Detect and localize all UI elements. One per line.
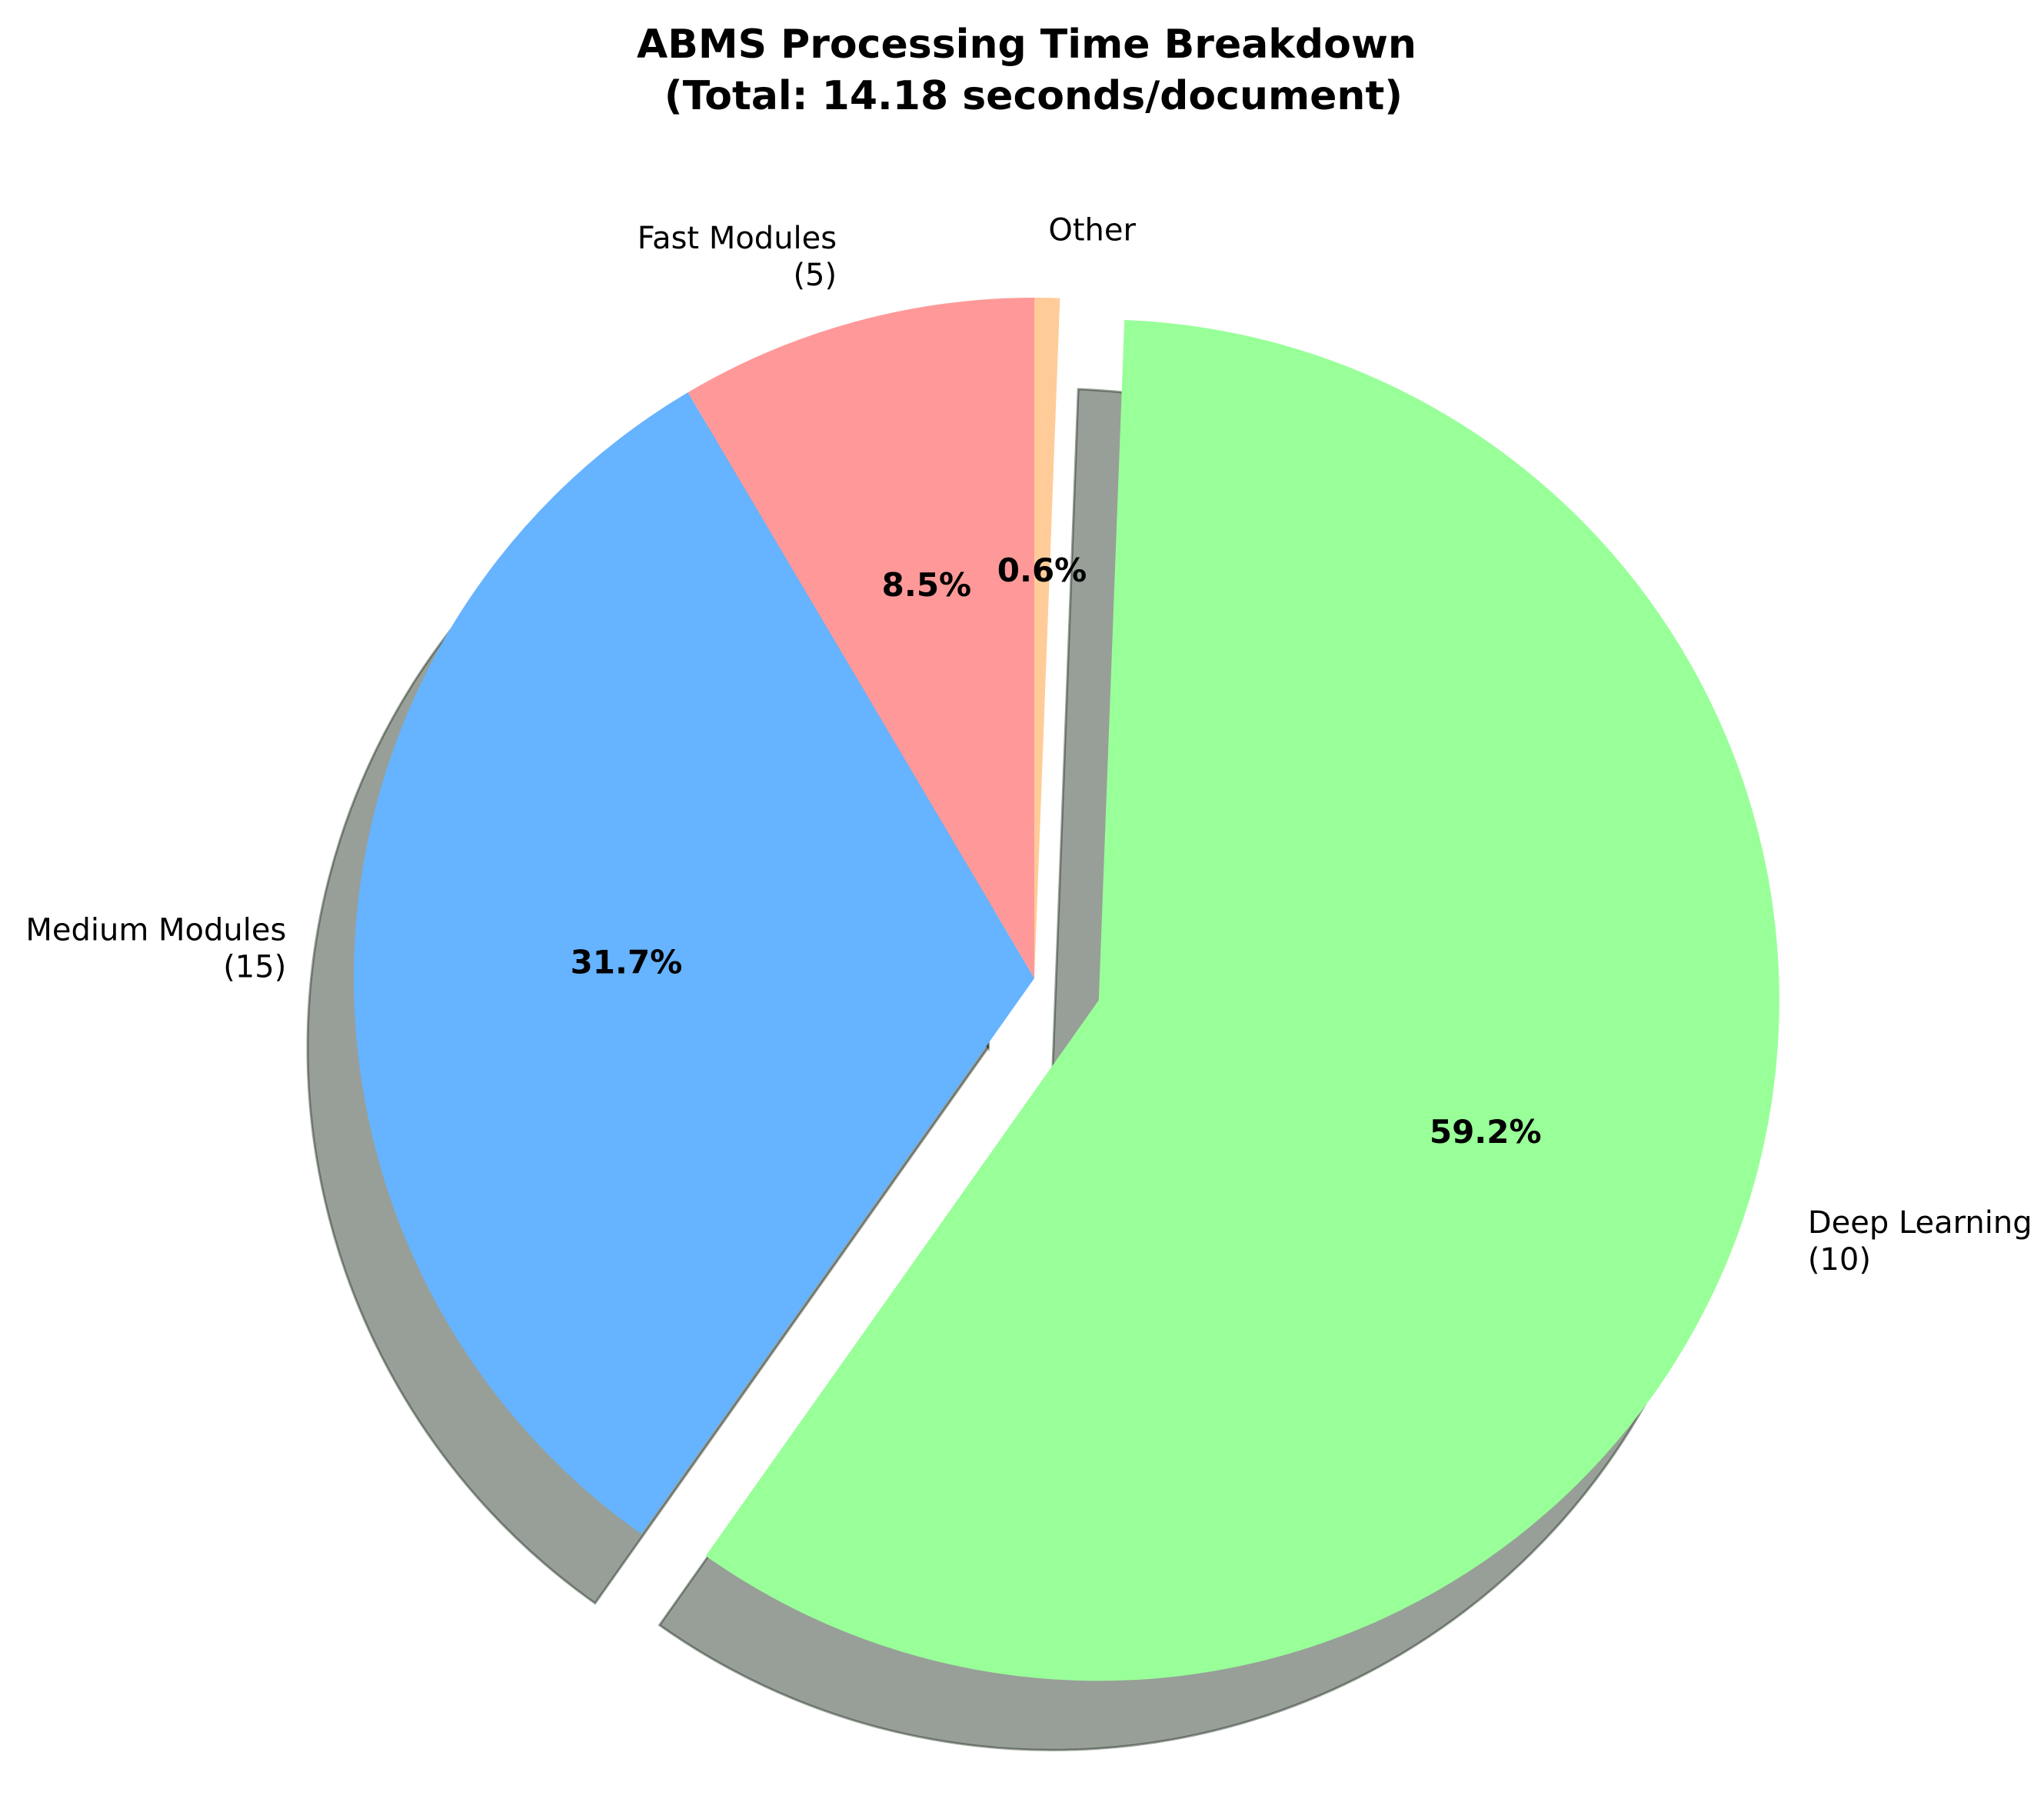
percent-label-deep-learning: 59.2% (1430, 1113, 1542, 1151)
category-label-fast-modules: Fast Modules (5) (638, 221, 837, 293)
category-label-other: Other (1048, 213, 1136, 248)
category-name-deep-learning: Deep Learning (1808, 1205, 2032, 1241)
slice-fast-modules (687, 298, 1034, 978)
pie-slices (353, 298, 1779, 1681)
category-name-medium-modules: Medium Modules (25, 912, 286, 948)
category-name-fast-modules: Fast Modules (638, 221, 837, 256)
category-label-medium-modules: Medium Modules (15) (25, 912, 286, 984)
category-name-other: Other (1048, 213, 1136, 248)
slice-deep-learning (705, 320, 1779, 1681)
category-count-fast-modules: (5) (793, 258, 837, 293)
chart-title-line-1: ABMS Processing Time Breakdown (637, 22, 1416, 68)
slice-medium-modules (353, 392, 1034, 1534)
percent-label-other: 0.6% (997, 551, 1087, 589)
pie-labels: 8.5%Fast Modules (5)31.7%Medium Modules (1… (25, 213, 2032, 1278)
percent-label-fast-modules: 8.5% (882, 566, 971, 604)
category-count-deep-learning: (10) (1808, 1242, 1871, 1278)
category-count-medium-modules: (15) (223, 949, 286, 984)
chart-title: ABMS Processing Time Breakdown (Total: 1… (637, 22, 1430, 119)
chart-title-line-2: (Total: 14.18 seconds/document) (664, 73, 1403, 119)
slice-other (1034, 298, 1060, 978)
category-label-deep-learning: Deep Learning (10) (1808, 1205, 2032, 1278)
percent-label-medium-modules: 31.7% (571, 943, 683, 981)
